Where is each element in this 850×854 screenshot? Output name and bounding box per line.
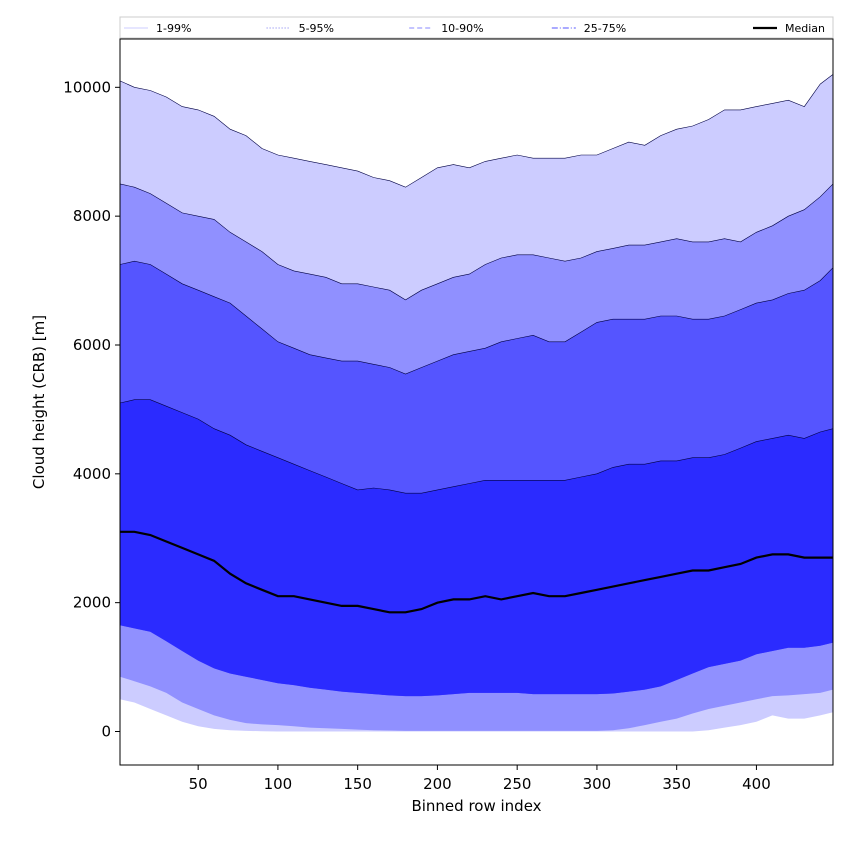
- median-line: [120, 530, 833, 614]
- y-tick-label: 0: [101, 723, 111, 741]
- x-tick-label: 200: [423, 775, 452, 793]
- band-25-75: [120, 399, 833, 697]
- y-tick-label: 4000: [73, 465, 111, 483]
- x-tick-label: 50: [189, 775, 208, 793]
- band-5-95-upper-edge: [119, 183, 834, 301]
- legend-label: 1-99%: [156, 22, 191, 35]
- x-tick-label: 350: [662, 775, 691, 793]
- y-tick-label: 10000: [63, 78, 111, 96]
- y-axis-label: Cloud height (CRB) [m]: [30, 315, 48, 489]
- x-tick-label: 100: [264, 775, 293, 793]
- legend-box: [119, 16, 834, 39]
- legend-label: Median: [785, 22, 825, 35]
- y-tick-label: 8000: [73, 207, 111, 225]
- band-25-75-upper-edge: [119, 399, 834, 494]
- confidence-bands: [119, 74, 834, 732]
- legend: 1-99% 5-95% 10-90% 25-75% Median: [119, 16, 834, 39]
- legend-label: 25-75%: [584, 22, 626, 35]
- x-tick-label: 250: [503, 775, 532, 793]
- x-axis-label: Binned row index: [411, 797, 541, 815]
- y-tick-label: 6000: [73, 336, 111, 354]
- plot-frame: [119, 38, 834, 766]
- x-tick-label: 400: [742, 775, 771, 793]
- legend-label: 5-95%: [299, 22, 334, 35]
- x-axis: 50 100 150 200 250 300 350 400: [189, 765, 771, 793]
- y-tick-label: 2000: [73, 594, 111, 612]
- y-axis: 0 2000 4000 6000 8000 10000: [63, 78, 120, 741]
- legend-label: 10-90%: [441, 22, 483, 35]
- x-tick-label: 300: [583, 775, 612, 793]
- band-1-99-upper-edge: [119, 74, 834, 188]
- band-10-90-upper-edge: [119, 260, 834, 375]
- median-series: [120, 530, 833, 614]
- x-tick-label: 150: [343, 775, 372, 793]
